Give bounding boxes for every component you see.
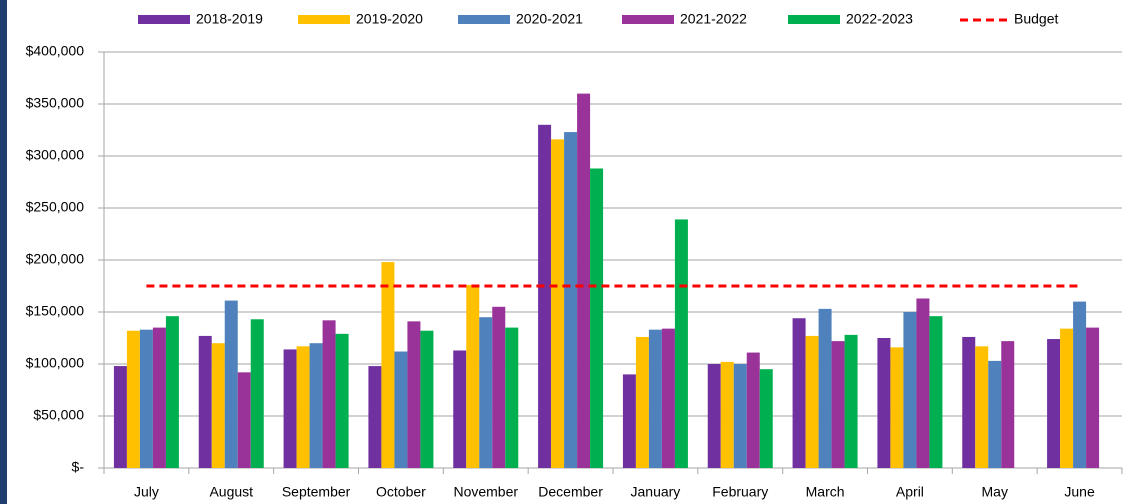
bar	[622, 374, 636, 468]
legend-swatch	[622, 15, 674, 24]
bar	[335, 333, 349, 468]
x-tick-label: February	[712, 484, 768, 500]
legend-swatch	[458, 15, 510, 24]
bar	[903, 312, 917, 468]
bar	[877, 338, 891, 468]
bar	[381, 262, 395, 468]
side-stripe	[0, 0, 7, 504]
legend-label: 2019-2020	[356, 11, 423, 27]
x-tick-label: September	[282, 484, 351, 500]
bar	[564, 132, 578, 468]
bar	[890, 347, 904, 468]
x-tick-label: November	[453, 484, 518, 500]
y-tick-label: $150,000	[26, 303, 85, 319]
bar	[139, 329, 153, 468]
legend-swatch	[138, 15, 190, 24]
y-tick-label: $400,000	[26, 43, 85, 59]
bar	[916, 298, 930, 468]
bar	[1001, 341, 1015, 468]
bar	[211, 343, 225, 468]
bar	[831, 341, 845, 468]
bar	[492, 306, 506, 468]
bar	[453, 350, 467, 468]
bar	[635, 336, 649, 468]
legend-label: 2022-2023	[846, 11, 913, 27]
y-tick-label: $350,000	[26, 95, 85, 111]
bar	[929, 316, 943, 468]
bar	[1060, 328, 1074, 468]
bar	[309, 343, 323, 468]
bar	[1047, 339, 1061, 468]
bar	[648, 329, 662, 468]
bar	[283, 349, 297, 468]
bar	[394, 351, 408, 468]
bar	[590, 168, 604, 469]
bar	[407, 321, 421, 468]
legend-label: 2020-2021	[516, 11, 583, 27]
bar	[551, 139, 565, 469]
legend-label: 2018-2019	[196, 11, 263, 27]
bar	[844, 334, 858, 468]
bar	[674, 219, 688, 468]
y-tick-label: $200,000	[26, 251, 85, 267]
x-tick-label: August	[209, 484, 253, 500]
bar	[577, 93, 591, 468]
bar	[707, 364, 721, 468]
y-tick-label: $50,000	[33, 407, 84, 423]
bar	[733, 364, 747, 468]
x-tick-label: March	[806, 484, 845, 500]
bar	[538, 124, 552, 469]
legend-swatch	[298, 15, 350, 24]
bar	[126, 330, 140, 468]
x-tick-label: October	[376, 484, 426, 500]
bar	[368, 366, 382, 468]
x-tick-label: January	[631, 484, 681, 500]
bar	[113, 366, 127, 468]
bar	[420, 330, 434, 468]
bar	[988, 360, 1002, 468]
y-tick-label: $100,000	[26, 355, 85, 371]
bar	[759, 369, 773, 468]
y-tick-label: $250,000	[26, 199, 85, 215]
bar	[466, 284, 480, 468]
x-tick-label: April	[896, 484, 924, 500]
bar	[962, 336, 976, 468]
bar	[237, 372, 251, 468]
bar	[805, 335, 819, 468]
bar	[250, 319, 264, 468]
bar	[818, 308, 832, 468]
legend-swatch	[788, 15, 840, 24]
bar	[720, 361, 734, 468]
bar	[1073, 301, 1087, 468]
bar	[505, 327, 519, 468]
bar	[296, 346, 310, 468]
x-tick-label: June	[1064, 484, 1095, 500]
y-tick-label: $300,000	[26, 147, 85, 163]
legend-label: 2021-2022	[680, 11, 747, 27]
bar	[322, 320, 336, 468]
x-tick-label: May	[982, 484, 1008, 500]
bar	[975, 346, 989, 468]
legend-label: Budget	[1014, 11, 1058, 27]
x-tick-label: December	[538, 484, 603, 500]
bar	[792, 318, 806, 468]
bar	[746, 352, 760, 468]
bar	[479, 317, 493, 468]
bar	[1086, 327, 1100, 468]
bar	[224, 300, 238, 468]
bar	[165, 316, 179, 468]
bar	[152, 327, 166, 468]
y-tick-label: $-	[72, 459, 85, 475]
bar	[661, 328, 675, 468]
bar	[198, 335, 212, 468]
x-tick-label: July	[134, 484, 159, 500]
